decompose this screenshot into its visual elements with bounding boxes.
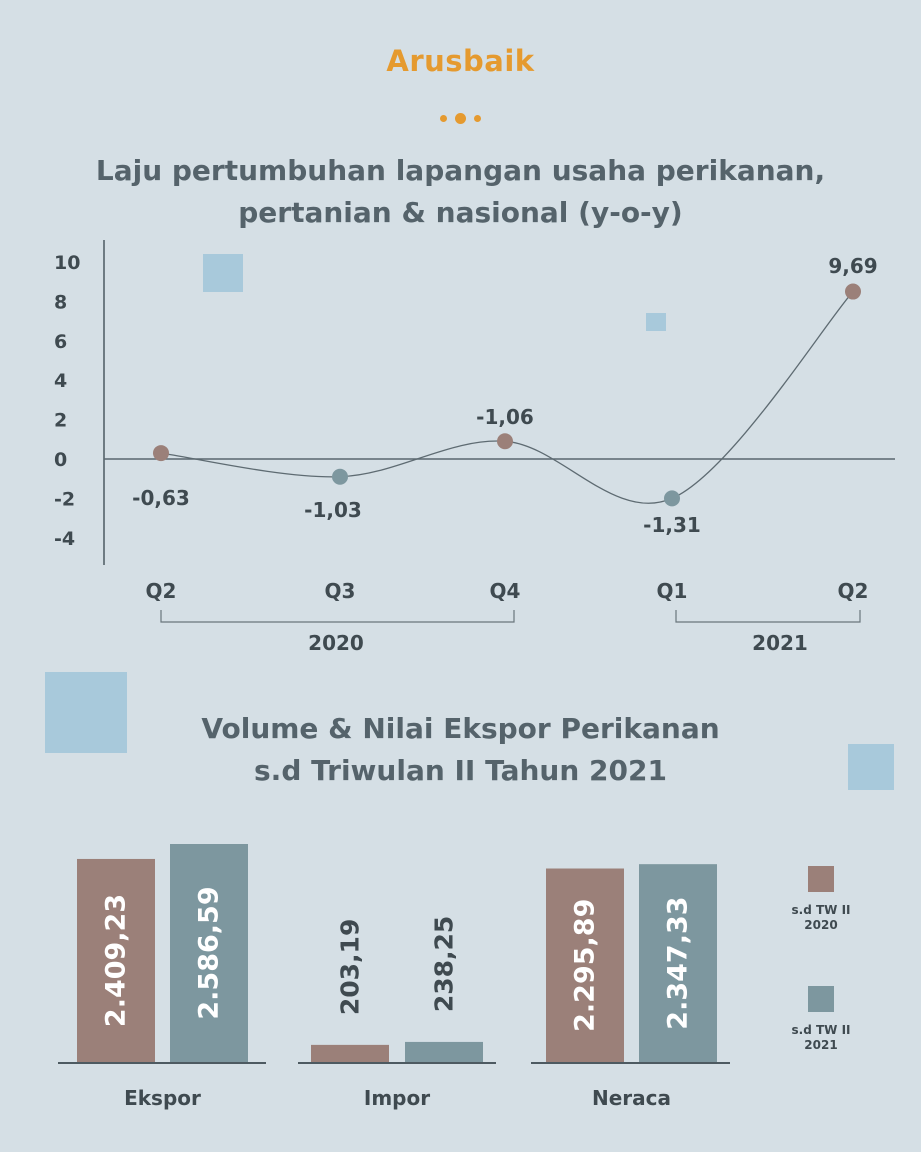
brand-dots-decoration (438, 112, 484, 126)
data-label: -1,03 (304, 498, 362, 522)
y-tick-label: 6 (54, 331, 67, 353)
y-tick-label: 8 (54, 291, 67, 313)
data-point (664, 490, 680, 507)
data-label: -1,06 (476, 405, 534, 429)
x-tick-label: Q4 (490, 579, 521, 603)
bar (170, 844, 248, 1062)
y-tick-label: 0 (54, 449, 67, 471)
dot-center (455, 113, 466, 124)
category-label: Neraca (592, 1086, 671, 1110)
data-label: 9,69 (828, 254, 877, 278)
data-label: -1,31 (643, 513, 701, 537)
legend-label-line1: s.d TW II (792, 1023, 851, 1037)
data-point (497, 433, 513, 450)
bar (546, 868, 624, 1062)
bar (639, 864, 717, 1062)
dot-left (440, 115, 447, 122)
year-group-bracket (160, 610, 515, 623)
bar-chart-title: Volume & Nilai Ekspor Perikanan s.d Triwu… (201, 712, 720, 787)
x-tick-label: Q2 (838, 579, 869, 603)
year-group-label: 2020 (308, 631, 364, 655)
bar-value-label: 2.586,59 (194, 886, 225, 1019)
category-label: Impor (364, 1086, 430, 1110)
y-tick-label: 4 (54, 370, 67, 392)
growth-line (160, 291, 854, 504)
dot-right (474, 115, 481, 122)
data-point (153, 445, 169, 462)
category-label: Ekspor (124, 1086, 201, 1110)
data-point (332, 468, 348, 485)
decor-square (646, 313, 666, 331)
legend-swatch (808, 866, 834, 892)
legend-label-line1: s.d TW II (792, 903, 851, 917)
legend-label-line2: 2021 (804, 1038, 837, 1052)
data-point (845, 283, 861, 300)
bar-value-label: 238,25 (430, 916, 459, 1012)
bar (77, 858, 155, 1062)
bar-value-label: 203,19 (336, 919, 365, 1015)
legend-label-line2: 2020 (804, 918, 837, 932)
line-chart-title: Laju pertumbuhan lapangan usaha perikana… (95, 154, 826, 229)
year-group-bracket (675, 610, 861, 623)
decor-square (45, 672, 127, 753)
x-tick-label: Q3 (325, 579, 356, 603)
bar-value-label: 2.295,89 (570, 899, 601, 1032)
bar-value-label: 2.409,23 (101, 894, 132, 1027)
data-label: -0,63 (132, 486, 190, 510)
y-tick-label: 10 (54, 252, 80, 274)
legend-swatch (808, 986, 834, 1012)
bar-value-label: 2.347,33 (663, 896, 694, 1029)
bar (311, 1044, 389, 1062)
x-tick-label: Q2 (146, 579, 177, 603)
bar (405, 1041, 483, 1062)
brand-logo: Arusbaik (386, 44, 535, 78)
decor-square (203, 254, 243, 292)
y-tick-label: 2 (54, 410, 67, 432)
year-group-label: 2021 (752, 631, 808, 655)
y-tick-label: -4 (54, 528, 75, 550)
decor-square (848, 744, 894, 790)
y-tick-label: -2 (54, 488, 75, 510)
x-tick-label: Q1 (657, 579, 688, 603)
